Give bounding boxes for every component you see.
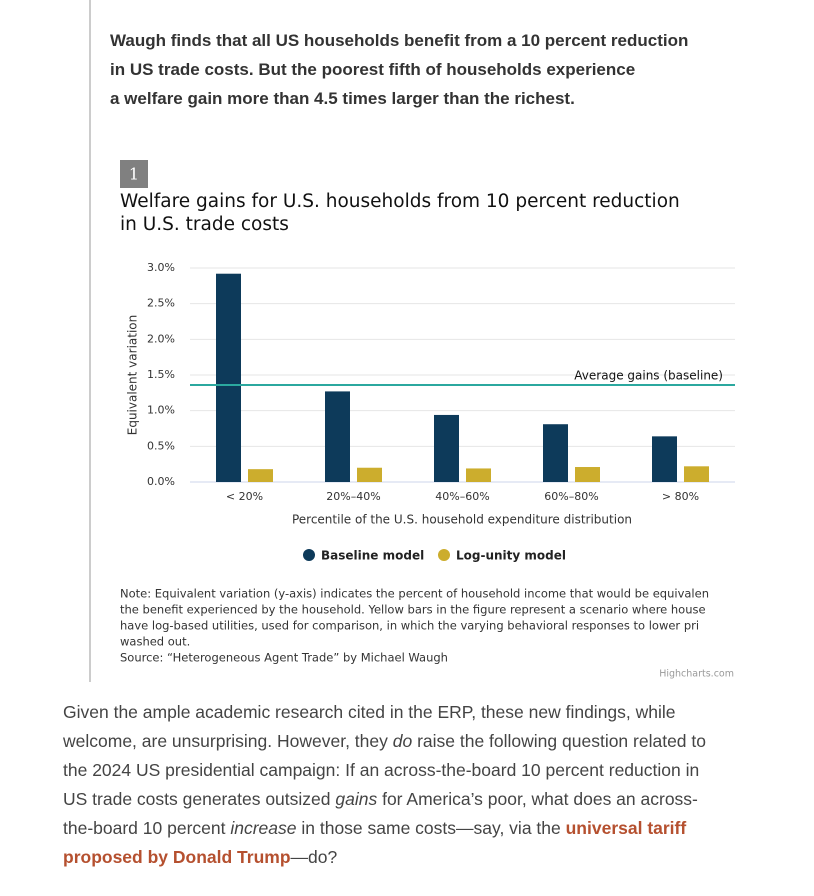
text-run: —do? bbox=[290, 847, 338, 867]
bar bbox=[466, 468, 491, 482]
bar bbox=[248, 469, 273, 482]
text-run: for America’s poor, what does an across- bbox=[377, 789, 698, 809]
note: Note: Equivalent variation (y-axis) indi… bbox=[120, 587, 709, 649]
text-run: US trade costs generates outsized bbox=[63, 789, 336, 809]
reference-label: Average gains (baseline) bbox=[574, 368, 723, 382]
x-tick-label: 40%–60% bbox=[435, 490, 489, 503]
paragraph-line: proposed by Donald Trump—do? bbox=[63, 843, 706, 872]
bar bbox=[216, 273, 241, 482]
source: Source: “Heterogeneous Agent Trade” by M… bbox=[120, 651, 448, 665]
link[interactable]: universal tariff bbox=[565, 818, 687, 838]
text-run: in those same costs—say, via the bbox=[296, 818, 566, 838]
chart: 1 Welfare gains for U.S. households from… bbox=[89, 0, 735, 682]
chart-title: Welfare gains for U.S. households from 1… bbox=[120, 191, 680, 212]
x-tick-label: > 80% bbox=[662, 490, 699, 503]
y-tick-label: 2.0% bbox=[147, 332, 175, 345]
pullquote: Waugh finds that all US households benef… bbox=[110, 26, 688, 113]
text-run: the-board 10 percent bbox=[63, 818, 231, 838]
y-tick-label: 0.0% bbox=[147, 475, 175, 488]
text-run: raise the following question related to bbox=[412, 731, 706, 751]
y-tick-label: 2.5% bbox=[147, 297, 175, 310]
paragraph-line: Given the ample academic research cited … bbox=[63, 698, 706, 727]
legend-marker bbox=[438, 549, 450, 561]
link[interactable]: proposed by Donald Trump bbox=[63, 847, 291, 867]
legend-label: Log-unity model bbox=[456, 549, 566, 563]
y-tick-label: 1.0% bbox=[147, 404, 175, 417]
credit: Highcharts.com bbox=[659, 669, 734, 680]
y-axis-title: Equivalent variation bbox=[126, 315, 140, 436]
text-run: gains bbox=[335, 789, 378, 809]
x-axis-title: Percentile of the U.S. household expendi… bbox=[292, 513, 632, 527]
bar bbox=[543, 424, 568, 482]
text-run: increase bbox=[230, 818, 297, 838]
legend-label: Baseline model bbox=[321, 549, 424, 563]
x-tick-label: < 20% bbox=[226, 490, 263, 503]
text-run: Given the ample academic research cited … bbox=[63, 702, 676, 722]
x-tick-label: 60%–80% bbox=[544, 490, 598, 503]
y-tick-label: 3.0% bbox=[147, 261, 175, 274]
legend-marker bbox=[303, 549, 315, 561]
bar bbox=[357, 467, 382, 482]
text-run: the 2024 US presidential campaign: If an… bbox=[63, 760, 700, 780]
paragraph-line: welcome, are unsurprising. However, they… bbox=[63, 727, 706, 756]
y-tick-label: 0.5% bbox=[147, 439, 175, 452]
y-tick-label: 1.5% bbox=[147, 368, 175, 381]
paragraph: Given the ample academic research cited … bbox=[63, 698, 706, 872]
note-line: have log-based utilities, used for compa… bbox=[120, 619, 699, 633]
pullquote-line: Waugh finds that all US households benef… bbox=[110, 31, 689, 50]
text-run: welcome, are unsurprising. However, they bbox=[63, 731, 393, 751]
text-run: do bbox=[392, 731, 413, 751]
note-line: Note: Equivalent variation (y-axis) indi… bbox=[120, 587, 709, 601]
bar bbox=[652, 436, 677, 482]
bar bbox=[684, 466, 709, 482]
paragraph-line: US trade costs generates outsized gains … bbox=[63, 785, 706, 814]
pullquote-line: a welfare gain more than 4.5 times large… bbox=[110, 89, 575, 108]
figure-badge bbox=[120, 160, 148, 188]
paragraph-line: the-board 10 percent increase in those s… bbox=[63, 814, 706, 843]
paragraph-line: the 2024 US presidential campaign: If an… bbox=[63, 756, 706, 785]
chart-title: in U.S. trade costs bbox=[120, 214, 289, 235]
pullquote-line: in US trade costs. But the poorest fifth… bbox=[110, 60, 636, 79]
note-line: the benefit experienced by the household… bbox=[120, 603, 706, 617]
x-tick-label: 20%–40% bbox=[326, 490, 380, 503]
bar bbox=[434, 414, 459, 482]
bar bbox=[325, 391, 350, 482]
note-line: washed out. bbox=[120, 635, 190, 649]
bar bbox=[575, 467, 600, 482]
figure-number: 1 bbox=[129, 165, 139, 184]
